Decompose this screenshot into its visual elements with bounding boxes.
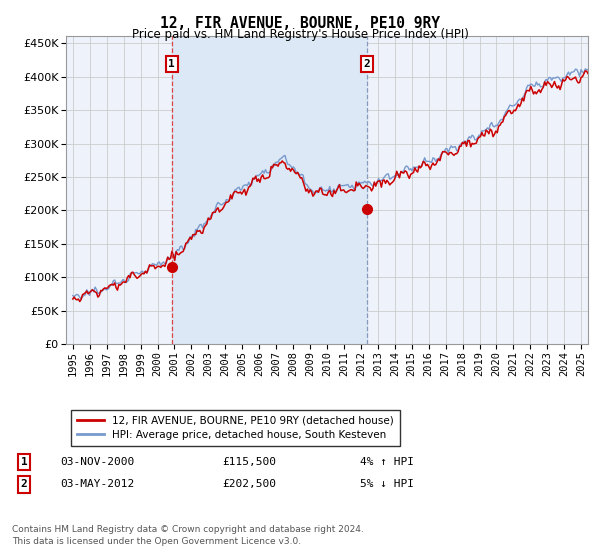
Text: 4% ↑ HPI: 4% ↑ HPI <box>360 457 414 467</box>
Text: 1: 1 <box>169 59 175 69</box>
Text: Price paid vs. HM Land Registry's House Price Index (HPI): Price paid vs. HM Land Registry's House … <box>131 28 469 41</box>
Text: Contains HM Land Registry data © Crown copyright and database right 2024.
This d: Contains HM Land Registry data © Crown c… <box>12 525 364 546</box>
Text: £115,500: £115,500 <box>222 457 276 467</box>
Text: 5% ↓ HPI: 5% ↓ HPI <box>360 479 414 489</box>
Text: 2: 2 <box>20 479 28 489</box>
Text: 2: 2 <box>363 59 370 69</box>
Text: 12, FIR AVENUE, BOURNE, PE10 9RY: 12, FIR AVENUE, BOURNE, PE10 9RY <box>160 16 440 31</box>
Text: 03-MAY-2012: 03-MAY-2012 <box>60 479 134 489</box>
Text: 1: 1 <box>20 457 28 467</box>
Legend: 12, FIR AVENUE, BOURNE, PE10 9RY (detached house), HPI: Average price, detached : 12, FIR AVENUE, BOURNE, PE10 9RY (detach… <box>71 410 400 446</box>
Text: £202,500: £202,500 <box>222 479 276 489</box>
Bar <box>172 36 367 344</box>
Text: 03-NOV-2000: 03-NOV-2000 <box>60 457 134 467</box>
